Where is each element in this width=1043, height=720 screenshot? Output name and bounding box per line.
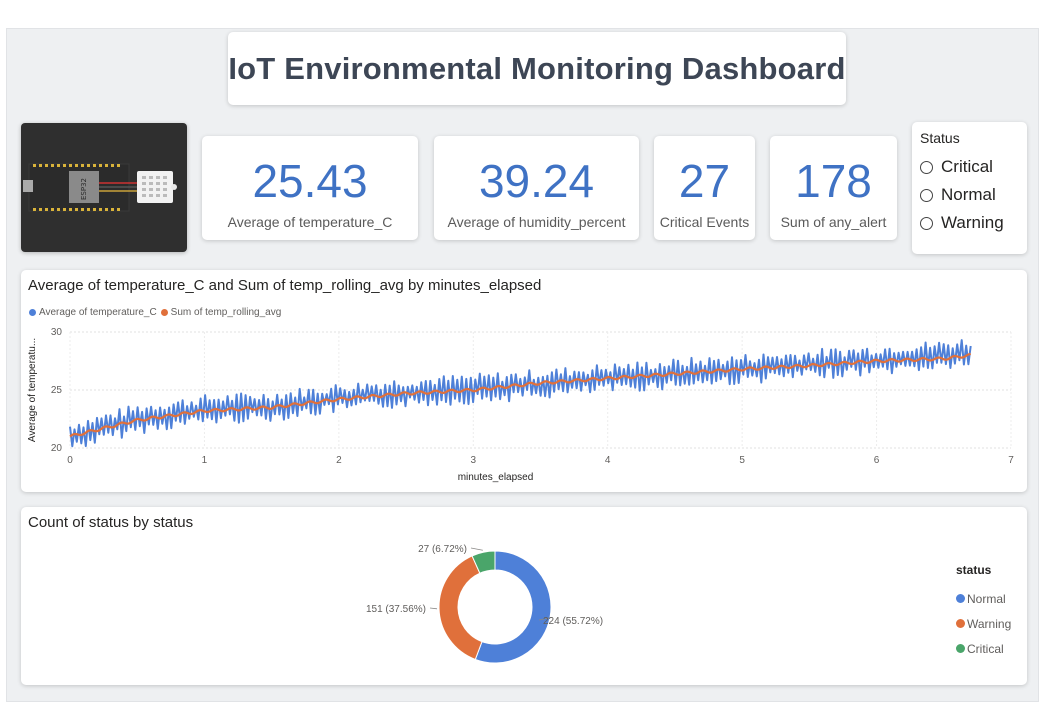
slicer-option-label: Warning: [941, 213, 1004, 232]
donut-plot[interactable]: 224 (55.72%) 151 (37.56%) 27 (6.72%): [21, 507, 921, 685]
device-image: ESP32: [21, 123, 187, 252]
y-axis-label: Average of temperatu...: [27, 338, 38, 442]
kpi-value: 25.43: [252, 155, 368, 207]
donut-legend: status Normal Warning Critical: [956, 563, 1011, 661]
legend-item[interactable]: Sum of temp_rolling_avg: [170, 307, 282, 318]
x-tick-label: 3: [471, 455, 477, 466]
x-tick-label: 1: [202, 455, 208, 466]
chip-label: ESP32: [80, 178, 88, 200]
kpi-label: Critical Events: [659, 214, 750, 230]
x-tick-label: 5: [739, 455, 745, 466]
chart-title: Count of status by status: [28, 514, 194, 531]
x-tick-label: 6: [874, 455, 880, 466]
kpi-value: 27: [678, 155, 731, 207]
legend-label: Warning: [967, 616, 1012, 631]
series-line-avg-temperature[interactable]: [69, 339, 972, 448]
slicer-option-label: Critical: [941, 157, 993, 176]
x-tick-label: 4: [605, 455, 611, 466]
x-tick-label: 2: [336, 455, 342, 466]
kpi-label: Average of temperature_C: [227, 214, 393, 230]
legend-dot-icon: [29, 309, 36, 316]
legend-dot-icon: [956, 594, 965, 603]
data-label-leader: [538, 616, 553, 621]
slice-normal[interactable]: [474, 550, 552, 664]
data-label: 151 (37.56%): [366, 604, 426, 615]
legend-label: Normal: [967, 591, 1006, 606]
data-label-leader: [470, 547, 483, 551]
slicer-option-warning[interactable]: Warning: [920, 213, 1004, 233]
radio-icon[interactable]: [920, 188, 933, 202]
slicer-option-normal[interactable]: Normal: [920, 185, 996, 205]
x-tick-label: 7: [1008, 455, 1014, 466]
x-axis-label: minutes_elapsed: [458, 472, 534, 483]
legend-dot-icon: [956, 619, 965, 628]
kpi-label: Average of humidity_percent: [447, 214, 626, 230]
slicer-option-critical[interactable]: Critical: [920, 157, 993, 177]
series-line-rolling-avg[interactable]: [69, 352, 971, 438]
esp32-dht-sensor-icon: ESP32: [23, 163, 177, 212]
status-donut-chart: Count of status by status 224 (55.72%) 15…: [21, 507, 1027, 685]
radio-icon[interactable]: [920, 216, 933, 230]
data-label: 224 (55.72%): [543, 616, 603, 627]
slice-critical[interactable]: [471, 550, 496, 574]
status-slicer: Status Critical Normal Warning: [912, 122, 1027, 254]
slice-warning[interactable]: [438, 555, 483, 661]
kpi-critical-events: 27 Critical Events: [654, 136, 755, 240]
y-tick-label: 30: [51, 327, 63, 338]
y-tick-label: 20: [51, 443, 63, 454]
legend-item[interactable]: Average of temperature_C: [39, 307, 157, 318]
chart-title: Average of temperature_C and Sum of temp…: [28, 277, 542, 294]
data-label: 27 (6.72%): [418, 544, 467, 555]
kpi-value: 39.24: [478, 155, 595, 207]
legend-item-warning[interactable]: Warning: [956, 611, 1011, 636]
legend-item-critical[interactable]: Critical: [956, 636, 1011, 661]
kpi-avg-temperature: 25.43 Average of temperature_C: [202, 136, 418, 240]
legend-label: Critical: [967, 641, 1004, 656]
legend-dot-icon: [956, 644, 965, 653]
kpi-value: 178: [795, 155, 872, 207]
chart-legend: Average of temperature_C Sum of temp_rol…: [29, 307, 281, 318]
slicer-title: Status: [920, 130, 960, 146]
kpi-sum-any-alert: 178 Sum of any_alert: [770, 136, 897, 240]
radio-icon[interactable]: [920, 160, 933, 174]
x-tick-label: 0: [67, 455, 73, 466]
slicer-option-label: Normal: [941, 185, 996, 204]
kpi-label: Sum of any_alert: [780, 214, 887, 230]
temperature-line-chart: Average of temperature_C and Sum of temp…: [21, 270, 1027, 492]
legend-title: status: [956, 563, 992, 577]
legend-dot-icon: [160, 309, 168, 316]
title-card: IoT Environmental Monitoring Dashboard: [228, 32, 846, 105]
data-label-leader: [429, 607, 438, 610]
legend-item-normal[interactable]: Normal: [956, 586, 1011, 611]
y-tick-label: 25: [51, 385, 63, 396]
line-chart-plot[interactable]: 20 25 30 0 1 2 3 4 5 6 7 minutes_elapsed Average o…: [21, 270, 1027, 492]
page-title: IoT Environmental Monitoring Dashboard: [228, 50, 846, 86]
kpi-avg-humidity: 39.24 Average of humidity_percent: [434, 136, 639, 240]
